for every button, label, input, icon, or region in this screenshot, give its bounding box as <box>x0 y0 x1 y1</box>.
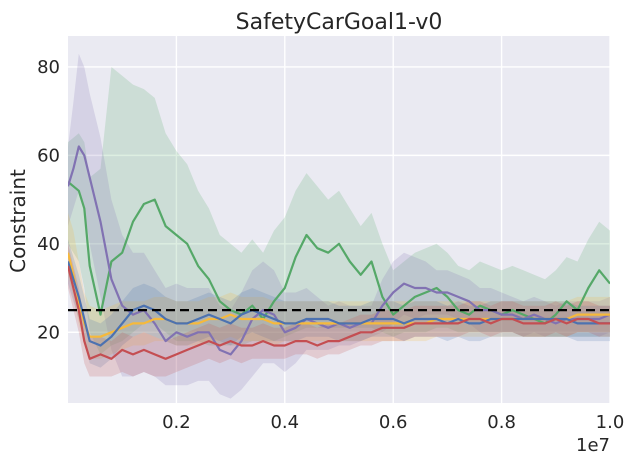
band-purple <box>68 53 610 399</box>
band-blue <box>68 239 610 368</box>
x-tick-label: 0.4 <box>270 412 299 433</box>
series-lines <box>68 145 610 360</box>
x-axis-offset-label: 1e7 <box>576 435 610 456</box>
y-axis-label: Constraint <box>6 169 30 273</box>
x-tick-label: 0.6 <box>379 412 408 433</box>
x-tick-label: 0.2 <box>162 412 191 433</box>
y-tick-label: 20 <box>37 322 60 343</box>
y-tick-label: 40 <box>37 234 60 255</box>
chart-title: SafetyCarGoal1-v0 <box>236 10 443 35</box>
x-tick-label: 1.0 <box>596 412 625 433</box>
y-tick-label: 60 <box>37 145 60 166</box>
series-line-purple <box>68 145 610 356</box>
band-green <box>68 67 610 355</box>
tick-labels: 0.2 0.4 0.6 0.8 1.0 20 40 60 80 <box>37 57 624 433</box>
grid <box>68 36 611 403</box>
x-tick-label: 0.8 <box>487 412 516 433</box>
series-line-green <box>68 181 610 325</box>
y-tick-label: 80 <box>37 57 60 78</box>
series-line-red <box>68 265 610 360</box>
series-line-blue <box>68 261 610 347</box>
